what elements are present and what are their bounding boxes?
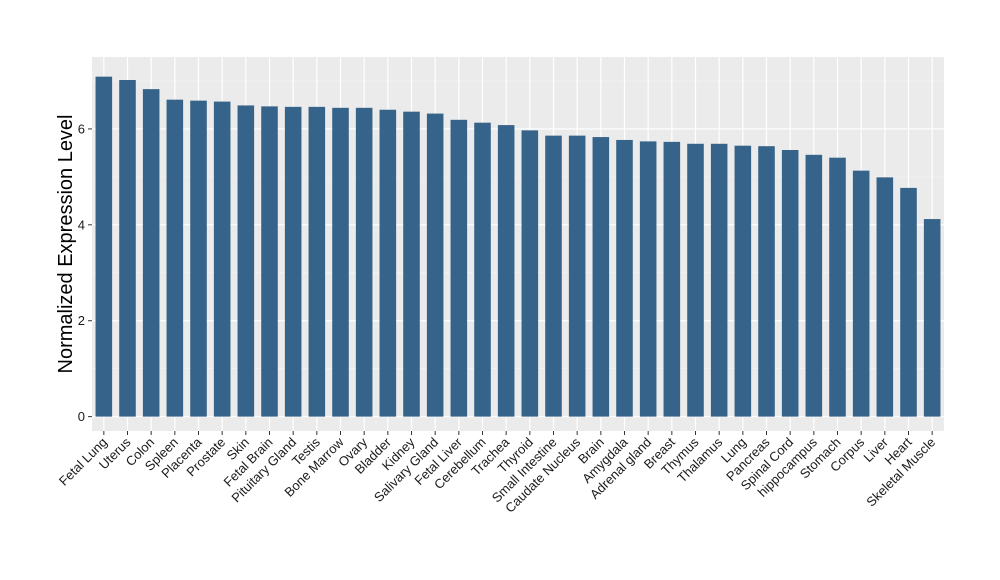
bar-brain (592, 137, 610, 417)
bar-salivary-gland (426, 113, 444, 417)
x-axis: Fetal LungUterusColonSpleenPlacentaProst… (56, 431, 938, 516)
bar-hippocampus (805, 154, 823, 417)
bars (95, 76, 941, 417)
y-tick-label: 0 (78, 409, 85, 424)
bar-prostate (213, 101, 231, 417)
bar-skeletal-muscle (923, 219, 941, 417)
bar-ovary (355, 107, 373, 417)
bar-thymus (687, 143, 704, 417)
bar-adrenal-gland (639, 141, 657, 417)
bar-trachea (497, 125, 515, 417)
bar-bladder (379, 109, 397, 417)
bar-corpus (852, 170, 870, 417)
bar-pituitary-gland (284, 106, 302, 417)
bar-testis (308, 106, 326, 417)
bar-cerebellum (474, 122, 491, 417)
bar-fetal-liver (450, 119, 468, 417)
bar-placenta (190, 100, 207, 417)
bar-skin (237, 105, 255, 417)
bar-spleen (166, 99, 184, 417)
bar-heart (900, 187, 917, 417)
bar-lung (734, 145, 752, 417)
bar-pancreas (758, 146, 775, 417)
bar-bone-marrow (332, 107, 349, 417)
y-tick-label: 4 (78, 217, 85, 232)
bar-spinal-cord (781, 150, 799, 417)
y-tick-label: 2 (78, 313, 85, 328)
y-axis: 0 2 4 6 (78, 121, 92, 424)
bar-thalamus (710, 143, 728, 417)
bar-breast (663, 141, 681, 417)
bar-liver (876, 177, 894, 417)
bar-kidney (403, 111, 420, 417)
bar-stomach (829, 157, 846, 417)
bar-thyroid (521, 130, 539, 417)
bar-uterus (119, 80, 136, 417)
bar-caudate-nucleus (568, 135, 586, 417)
bar-small-intestine (545, 135, 562, 417)
bar-colon (142, 89, 160, 417)
y-axis-title: Normalized Expression Level (55, 114, 77, 373)
bar-amygdala (616, 139, 633, 417)
bar-fetal-brain (261, 106, 278, 417)
bar-fetal-lung (95, 76, 113, 417)
y-tick-label: 6 (78, 121, 85, 136)
